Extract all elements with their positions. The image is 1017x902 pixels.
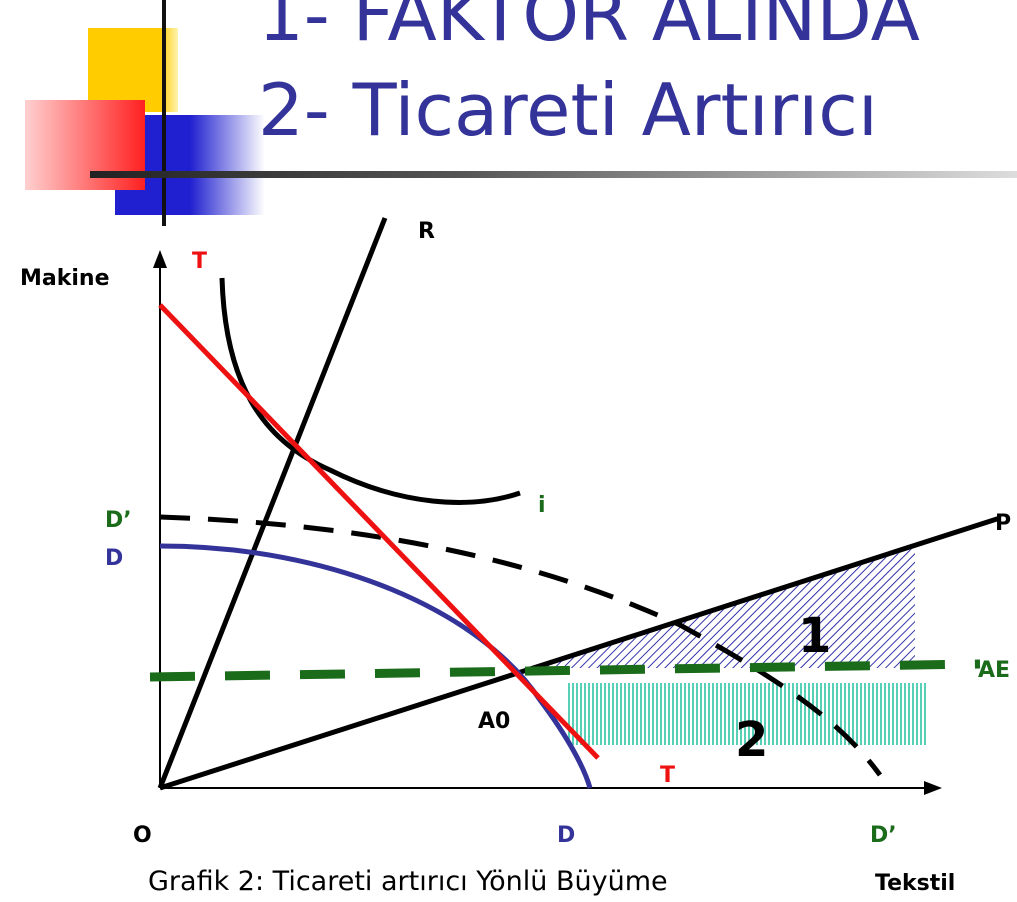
label: D’ [870,823,897,848]
label: D [105,546,123,571]
decoration [25,0,1017,226]
y-axis-label: Makine [20,266,110,291]
label: A0 [478,709,510,734]
caption: Grafik 2: Ticareti artırıcı Yönlü Büyüme [148,866,668,897]
label: D [557,823,575,848]
label: P [995,511,1011,536]
label: 1 [798,608,831,664]
label: T [660,763,675,788]
x-axis-label: Tekstil [875,871,955,896]
label: T [192,249,207,274]
label: R [418,219,435,244]
title-line-1: 1- FAKTÖR ALINDA [258,0,920,57]
title-line-2: 2- Ticareti Artırıcı [258,68,878,152]
label: AE [978,658,1010,683]
label: 2 [735,712,768,768]
label: i [538,493,546,518]
label: D’ [105,508,132,533]
diagram [149,217,1001,795]
origin-label: O [133,823,152,848]
